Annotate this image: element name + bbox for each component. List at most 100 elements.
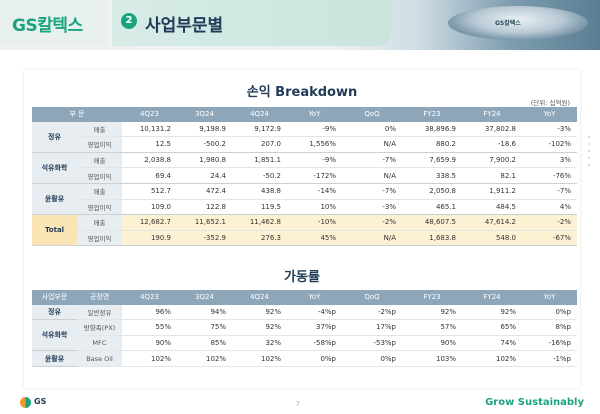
table-cell: 0%p [522, 304, 577, 321]
page-header: GS칼텍스 2 사업부문별 GS칼텍스 [0, 0, 600, 50]
table-cell: 74% [462, 335, 522, 352]
table-row: 윤활유 Base Oil 102% 102% 102% 0%p 0%p 103% 102% -1%… [32, 350, 577, 367]
table-cell: 0%p [342, 350, 402, 367]
col-header: YoY [287, 107, 343, 122]
table-cell: -16%p [522, 335, 577, 352]
table-cell: -172% [287, 167, 343, 184]
table-cell: 465.1 [402, 199, 463, 216]
table-cell: 10% [287, 199, 343, 216]
table-cell: N/A [342, 167, 403, 184]
table-cell: 2,050.8 [402, 183, 463, 200]
table-cell: 512.7 [122, 183, 178, 200]
table-cell: -4%p [287, 304, 342, 321]
col-header: 3Q24 [177, 290, 232, 305]
table-row: Total 매출 12,682.7 11,652.1 11,462.8 -10% -2% 48… [32, 214, 578, 247]
table-cell: 48,607.5 [402, 214, 463, 231]
table-cell: 10,131.2 [122, 121, 178, 138]
table-cell: -2% [342, 214, 403, 231]
table-cell: -50.2 [232, 167, 288, 184]
table-cell: 109.0 [122, 199, 178, 216]
table-cell: 92% [402, 304, 462, 321]
breakdown-header-row: 부 문 4Q23 3Q24 4Q24 YoY QoQ FY23 FY24 YoY [32, 107, 578, 122]
footer-slogan: Grow Sustainably [485, 397, 584, 408]
col-header: QoQ [342, 290, 402, 305]
table-cell: 119.5 [232, 199, 288, 216]
col-header: YoY [522, 107, 578, 122]
table-row: 영업이익 12.5 -500.2 207.0 1,556% N/A 880.2 -18.6 -1… [32, 136, 578, 153]
content-card: 손익 Breakdown (단위: 십억원) 부 문 4Q23 3Q24 4Q2… [24, 70, 580, 388]
table-cell: 438.8 [232, 183, 288, 200]
division-label: 윤활유 [32, 183, 77, 216]
metric-label: 매출 [77, 121, 123, 138]
table-cell: 17%p [342, 319, 402, 336]
table-cell: 0% [342, 121, 403, 138]
table-cell: -102% [522, 136, 578, 153]
gs-logo-icon [20, 397, 31, 408]
table-cell: 2,038.8 [122, 152, 178, 169]
col-header: 4Q24 [232, 290, 287, 305]
section-title: 사업부문별 [145, 16, 224, 36]
utilization-header-row: 사업부문 공정명 4Q23 3Q24 4Q24 YoY QoQ FY23 FY2… [32, 290, 577, 305]
table-cell: 38,896.9 [402, 121, 463, 138]
table-cell: -3% [342, 199, 403, 216]
table-cell: 92% [232, 304, 287, 321]
side-dots [588, 136, 592, 171]
table-cell: 3% [522, 152, 578, 169]
table-cell: 55% [122, 319, 177, 336]
table-cell: 207.0 [232, 136, 288, 153]
table-cell: -1%p [522, 350, 577, 367]
table-cell: 472.4 [177, 183, 233, 200]
table-row: 윤활유 매출 512.7 472.4 438.8 -14% -7% 2,050.8 1,911.… [32, 183, 578, 216]
table-cell: 90% [122, 335, 177, 352]
table-cell: 96% [122, 304, 177, 321]
table-cell: 45% [287, 230, 343, 247]
col-header: 4Q23 [122, 107, 178, 122]
metric-label: 매출 [77, 214, 123, 231]
table-cell: -352.9 [177, 230, 233, 247]
table-row: 정유 매출 10,131.2 9,198.9 9,172.9 -9% 0% 38,896.9 3… [32, 121, 578, 153]
table-cell: 7,900.2 [462, 152, 523, 169]
table-cell: -58%p [287, 335, 342, 352]
table-row: 영업이익 109.0 122.8 119.5 10% -3% 465.1 484.5 4% [32, 199, 578, 216]
utilization-table: 사업부문 공정명 4Q23 3Q24 4Q24 YoY QoQ FY23 FY2… [32, 290, 577, 367]
metric-label: 영업이익 [77, 199, 123, 216]
table-cell: -7% [342, 152, 403, 169]
footer-logo: GS [20, 397, 60, 409]
table-cell: 92% [462, 304, 522, 321]
table-cell: 1,851.1 [232, 152, 288, 169]
table-cell: 0%p [287, 350, 342, 367]
table-cell: 4% [522, 199, 578, 216]
table-row: 석유화학 매출 2,038.8 1,980.8 1,851.1 -9% -7% 7,659.9… [32, 152, 578, 184]
table-cell: -7% [342, 183, 403, 200]
table-cell: 9,172.9 [232, 121, 288, 138]
table-cell: 102% [177, 350, 232, 367]
table-cell: -2%p [342, 304, 402, 321]
table-cell: 1,683.8 [402, 230, 463, 247]
col-header: QoQ [342, 107, 403, 122]
table-cell: 65% [462, 319, 522, 336]
table-cell: 102% [232, 350, 287, 367]
table-row: 영업이익 69.4 24.4 -50.2 -172% N/A 338.5 82.1 -76% [32, 167, 578, 184]
col-header: YoY [522, 290, 577, 305]
table-cell: -76% [522, 167, 578, 184]
table-cell: 276.3 [232, 230, 288, 247]
table-cell: 880.2 [402, 136, 463, 153]
table-cell: 102% [462, 350, 522, 367]
table-cell: 1,980.8 [177, 152, 233, 169]
table-cell: 11,652.1 [177, 214, 233, 231]
illustration-label: GS칼텍스 [495, 20, 521, 27]
table-cell: -67% [522, 230, 578, 247]
col-header: 사업부문 [32, 290, 77, 305]
table-cell: 190.9 [122, 230, 178, 247]
table-row: 석유화학 방향족(PX) 55% 75% 92% 37%p 17%p 57% 65% 8%p [32, 319, 577, 352]
table-cell: 69.4 [122, 167, 178, 184]
metric-label: 매출 [77, 183, 123, 200]
logo-area: GS칼텍스 [0, 0, 108, 46]
table-cell: 47,614.2 [462, 214, 523, 231]
table-row: MFC 90% 85% 32% -58%p -53%p 90% 74% -16%p [32, 335, 577, 352]
col-header: 부 문 [32, 107, 123, 122]
table-cell: -9% [287, 152, 343, 169]
col-header: FY23 [402, 107, 463, 122]
page-number: 7 [296, 401, 300, 408]
table-cell: 12,682.7 [122, 214, 178, 231]
